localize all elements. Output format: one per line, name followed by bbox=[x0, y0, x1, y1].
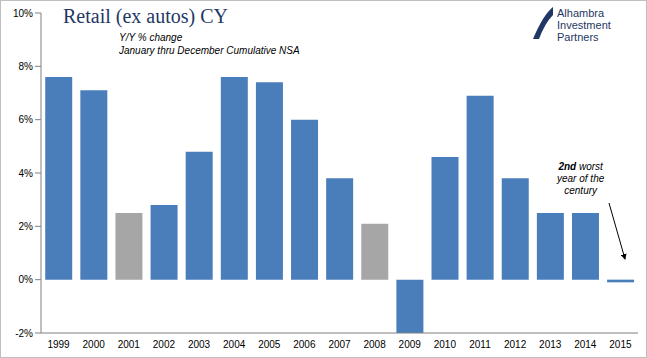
html-text:January thru December Cumulati: January thru December Cumulative NSA bbox=[119, 45, 300, 56]
svg-text:4%: 4% bbox=[19, 168, 34, 179]
html-text:Partners: Partners bbox=[557, 31, 599, 43]
svg-text:2010: 2010 bbox=[434, 339, 457, 350]
html-text:Retail (ex autos) CY: Retail (ex autos) CY bbox=[63, 5, 228, 27]
svg-text:6%: 6% bbox=[19, 114, 34, 125]
html-text:Alhambra: Alhambra bbox=[557, 7, 605, 19]
svg-text:0%: 0% bbox=[19, 274, 34, 285]
svg-text:2008: 2008 bbox=[363, 339, 386, 350]
svg-text:2013: 2013 bbox=[539, 339, 562, 350]
svg-text:2000: 2000 bbox=[83, 339, 106, 350]
svg-text:1999: 1999 bbox=[47, 339, 70, 350]
svg-text:2003: 2003 bbox=[188, 339, 211, 350]
svg-text:10%: 10% bbox=[13, 8, 33, 19]
svg-text:-2%: -2% bbox=[15, 328, 33, 339]
html-text:year of the: year of the bbox=[557, 173, 605, 184]
html-text:Investment: Investment bbox=[557, 19, 611, 31]
html-text:2nd worst: 2nd worst bbox=[558, 161, 603, 172]
svg-text:2002: 2002 bbox=[153, 339, 176, 350]
svg-text:2%: 2% bbox=[19, 221, 34, 232]
svg-text:2009: 2009 bbox=[399, 339, 422, 350]
svg-text:2004: 2004 bbox=[223, 339, 246, 350]
svg-text:2001: 2001 bbox=[118, 339, 141, 350]
svg-text:2014: 2014 bbox=[574, 339, 597, 350]
html-text:Y/Y % change: Y/Y % change bbox=[119, 32, 183, 43]
svg-text:2011: 2011 bbox=[469, 339, 491, 350]
svg-text:2005: 2005 bbox=[258, 339, 281, 350]
svg-text:2006: 2006 bbox=[293, 339, 316, 350]
svg-text:2007: 2007 bbox=[328, 339, 351, 350]
svg-text:8%: 8% bbox=[19, 61, 34, 72]
svg-text:2012: 2012 bbox=[504, 339, 527, 350]
html-text:century: century bbox=[564, 185, 597, 196]
svg-text:2015: 2015 bbox=[609, 339, 632, 350]
